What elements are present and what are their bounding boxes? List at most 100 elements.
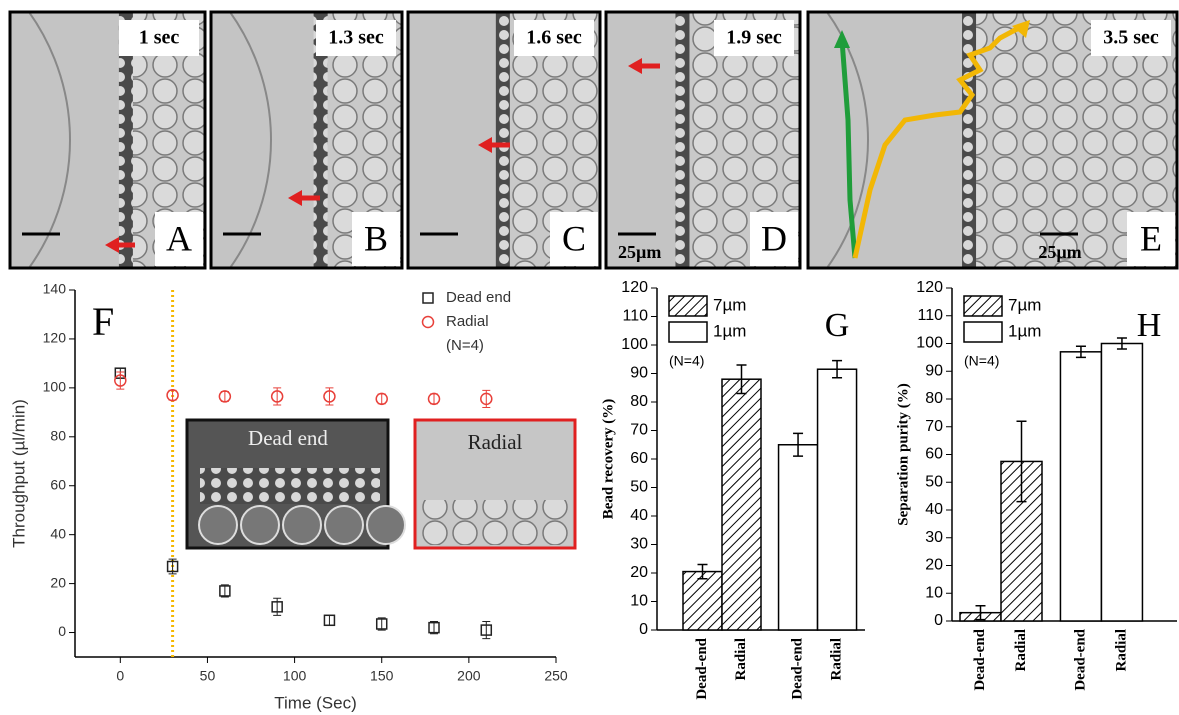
y-tick-label: 60	[630, 450, 648, 467]
y-tick-label: 40	[925, 501, 943, 518]
legend-label: Radial	[446, 313, 489, 330]
x-tick-label: Radial	[1113, 629, 1129, 672]
panel-letter: F	[92, 299, 114, 344]
y-tick-label: 70	[925, 418, 943, 435]
x-tick-label: Radial	[1013, 629, 1029, 672]
panel-letter: B	[364, 218, 388, 258]
error-bar	[221, 392, 229, 402]
legend-label: 7µm	[713, 295, 746, 314]
y-tick-label: 60	[50, 476, 66, 492]
legend-swatch	[669, 322, 707, 342]
x-axis-label: Time (Sec)	[274, 693, 357, 712]
bar	[722, 379, 761, 630]
x-tick-label: 150	[370, 668, 394, 684]
x-tick-label: Dead-end	[694, 637, 710, 699]
inset-pillar	[283, 506, 321, 544]
y-tick-label: 10	[925, 584, 943, 601]
y-tick-label: 10	[630, 593, 648, 610]
y-tick-label: 90	[630, 365, 648, 382]
error-bar	[273, 598, 281, 615]
y-tick-label: 20	[630, 564, 648, 581]
panel-letter: C	[562, 218, 586, 258]
y-tick-label: 80	[925, 390, 943, 407]
bar	[818, 369, 857, 630]
y-tick-label: 120	[621, 279, 648, 296]
panel-letter: D	[761, 218, 787, 258]
inset-label: Dead end	[248, 426, 328, 450]
panel-letter: G	[825, 307, 850, 344]
y-tick-label: 30	[630, 536, 648, 553]
legend-label: 1µm	[1008, 321, 1041, 340]
panel-letter: E	[1140, 218, 1162, 258]
y-tick-label: 110	[917, 307, 943, 324]
error-bar	[325, 615, 333, 625]
y-tick-label: 120	[43, 330, 67, 346]
panel-letter: H	[1137, 307, 1162, 344]
legend-marker	[423, 317, 434, 328]
y-tick-label: 70	[630, 422, 648, 439]
error-bar	[169, 390, 177, 400]
inset-beads	[200, 468, 380, 504]
inset-pillars	[418, 500, 572, 545]
legend-marker	[423, 293, 433, 303]
legend-swatch	[964, 296, 1002, 316]
bead-band	[496, 12, 510, 268]
x-tick-label: 50	[200, 668, 216, 684]
x-tick-label: 100	[283, 668, 307, 684]
y-tick-label: 80	[630, 393, 648, 410]
y-tick-label: 100	[621, 336, 648, 353]
bar	[779, 445, 818, 630]
y-tick-label: 40	[630, 507, 648, 524]
x-tick-label: Dead-end	[789, 637, 805, 699]
x-tick-label: 250	[544, 668, 568, 684]
y-tick-label: 60	[925, 446, 943, 463]
error-bar	[430, 394, 438, 404]
x-tick-label: Dead-end	[972, 628, 988, 690]
legend-note: (N=4)	[446, 337, 484, 354]
time-label: 1.6 sec	[526, 27, 582, 49]
inset-pillar	[367, 506, 405, 544]
inset-label: Radial	[468, 430, 523, 454]
y-tick-label: 50	[925, 473, 943, 490]
legend-note: (N=4)	[669, 353, 704, 369]
scale-label: 25µm	[618, 242, 661, 262]
y-tick-label: 0	[934, 612, 943, 629]
y-tick-label: 100	[916, 335, 943, 352]
time-label: 3.5 sec	[1103, 27, 1159, 49]
bead-band	[675, 12, 689, 268]
inset-pillar	[241, 506, 279, 544]
legend-swatch	[964, 322, 1002, 342]
bead-band	[962, 12, 976, 268]
x-tick-label: Radial	[828, 638, 844, 681]
panel-letter: A	[166, 218, 192, 258]
bar	[1101, 344, 1142, 622]
x-tick-label: 200	[457, 668, 481, 684]
figure: 1 sec A 1.3 sec B 1.6 sec C 1.9 sec D 25µm 3.5 se…	[0, 0, 1179, 715]
time-label: 1.9 sec	[726, 27, 782, 49]
y-tick-label: 0	[58, 623, 66, 639]
y-tick-label: 120	[916, 279, 943, 296]
error-bar	[482, 622, 490, 639]
time-label: 1.3 sec	[328, 27, 384, 49]
time-label: 1 sec	[139, 27, 180, 49]
legend-label: Dead end	[446, 289, 511, 306]
y-tick-label: 50	[630, 479, 648, 496]
x-tick-label: Radial	[733, 638, 749, 681]
y-tick-label: 110	[622, 308, 648, 325]
legend-swatch	[669, 296, 707, 316]
y-tick-label: 30	[925, 529, 943, 546]
inset-pillar	[199, 506, 237, 544]
y-tick-label: 90	[925, 362, 943, 379]
x-tick-label: 0	[116, 668, 124, 684]
y-tick-label: 140	[43, 281, 67, 297]
y-axis-label: Throughput (µl/min)	[9, 399, 28, 548]
legend-label: 1µm	[713, 321, 746, 340]
inset-pillar	[325, 506, 363, 544]
bar	[1060, 352, 1101, 621]
legend-note: (N=4)	[964, 353, 999, 369]
x-tick-label: Dead-end	[1072, 628, 1088, 690]
y-tick-label: 20	[925, 557, 943, 574]
bar	[683, 572, 722, 630]
y-tick-label: 100	[43, 379, 67, 395]
y-axis-label: Separation purity (%)	[895, 383, 911, 526]
